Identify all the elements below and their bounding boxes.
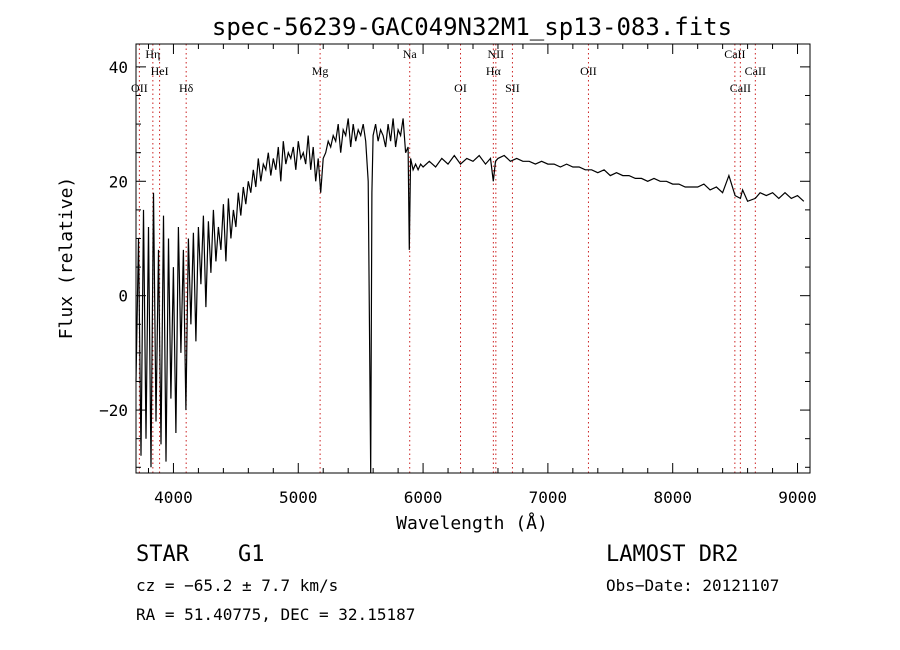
x-tick-label: 6000 [404, 488, 443, 507]
line-markers [138, 44, 756, 473]
y-tick-label: 20 [109, 172, 128, 191]
x-tick-label: 9000 [778, 488, 817, 507]
x-tick-label: 5000 [279, 488, 318, 507]
line-marker-label: Hη [145, 47, 160, 61]
line-marker-label: OII [131, 81, 148, 95]
line-marker-label: Hδ [179, 81, 194, 95]
object-class: STAR [136, 542, 190, 567]
line-marker-label: OI [454, 81, 467, 95]
line-marker-label: CaII [745, 64, 766, 78]
line-marker-label: HeI [151, 64, 169, 78]
y-axis-label: Flux (relative) [56, 177, 77, 340]
y-tick-label: 0 [118, 287, 128, 306]
y-axis-ticks: −20 0 20 40 [99, 58, 810, 468]
object-subclass: G1 [238, 542, 265, 567]
line-marker-label: SII [505, 81, 520, 95]
x-axis-label: Wavelength (Å) [396, 512, 548, 534]
line-marker-label: OII [580, 64, 597, 78]
line-marker-label: Hα [486, 64, 502, 78]
velocity-label: cz = −65.2 ± 7.7 km/s [136, 576, 338, 595]
x-tick-label: 8000 [653, 488, 692, 507]
line-marker-label: CaII [730, 81, 751, 95]
obs-date-label: Obs−Date: 20121107 [606, 576, 779, 595]
x-axis-ticks: 4000 5000 6000 7000 8000 9000 [147, 44, 817, 507]
coords-label: RA = 51.40775, DEC = 32.15187 [136, 605, 415, 624]
x-tick-label: 4000 [154, 488, 193, 507]
y-tick-label: 40 [109, 58, 128, 77]
line-marker-label: NII [488, 47, 505, 61]
line-marker-label: Na [403, 47, 418, 61]
plot-frame [135, 43, 811, 474]
x-tick-label: 7000 [529, 488, 568, 507]
line-marker-label: Mg [312, 64, 329, 78]
chart-title: spec-56239-GAC049N32M1_sp13-083.fits [212, 13, 732, 41]
line-marker-label: CaII [724, 47, 745, 61]
y-tick-label: −20 [99, 401, 128, 420]
survey-label: LAMOST DR2 [606, 542, 738, 567]
spectrum-line [135, 118, 805, 474]
